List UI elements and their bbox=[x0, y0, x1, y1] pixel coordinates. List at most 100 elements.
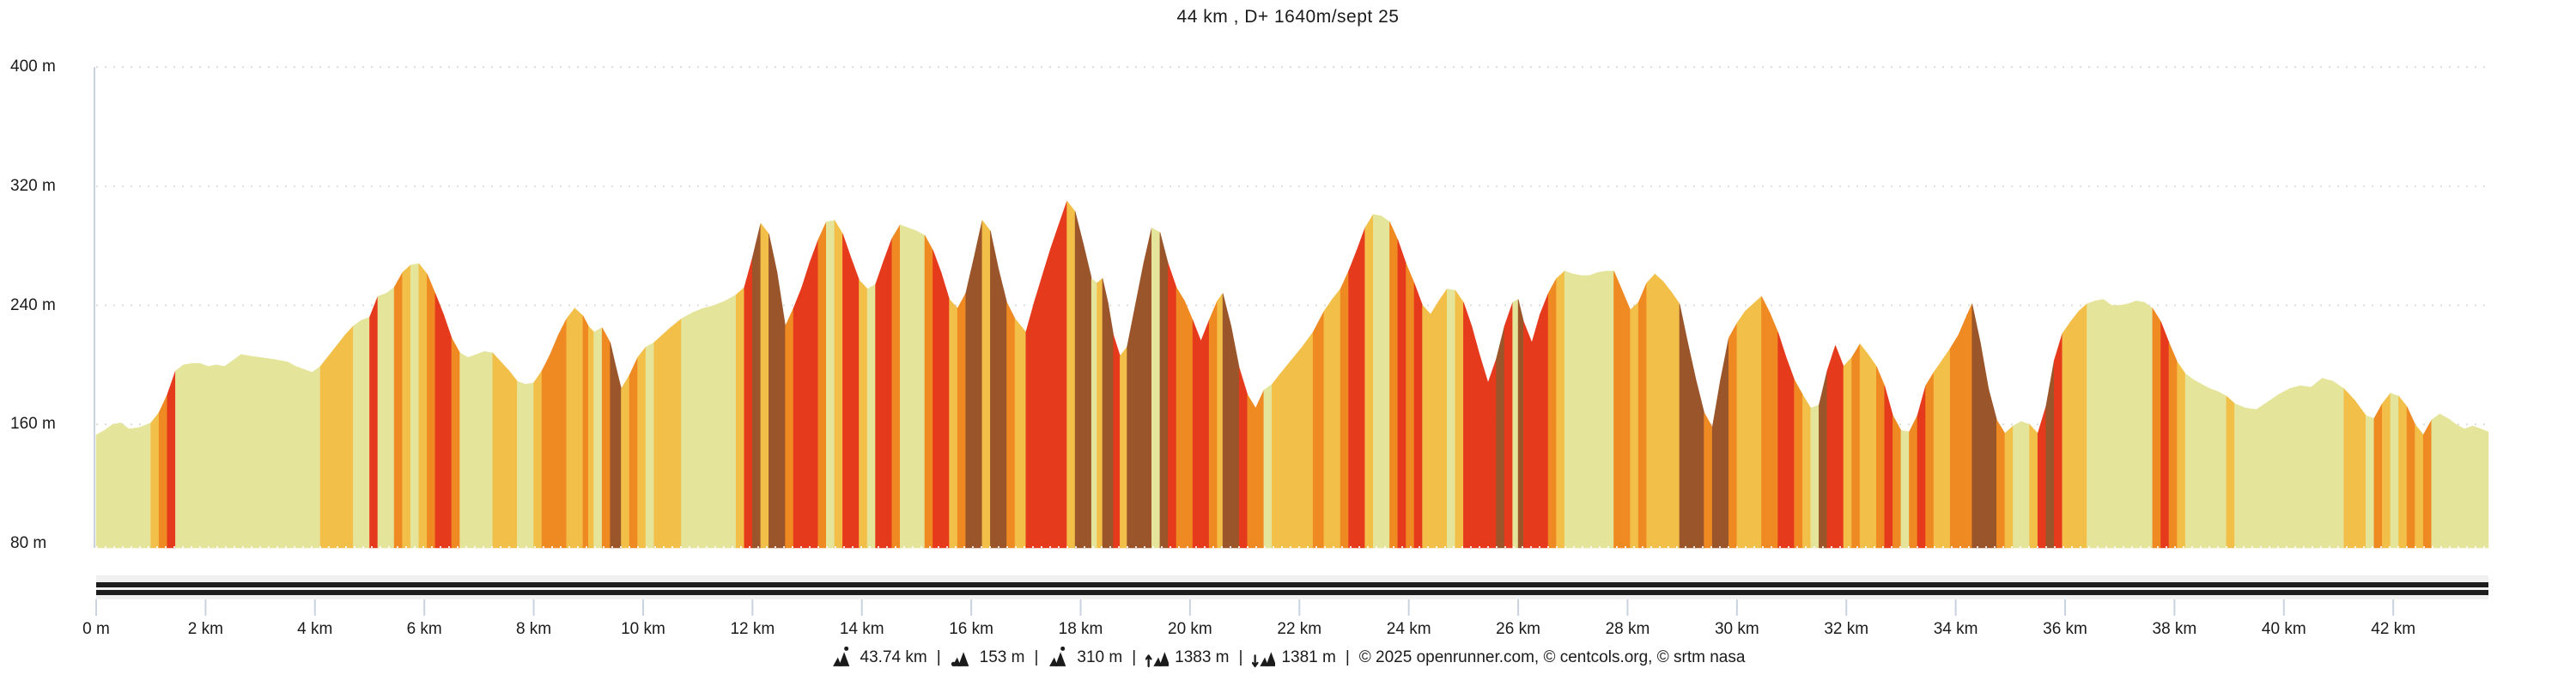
elevation-segment bbox=[369, 296, 379, 549]
x-axis-label: 12 km bbox=[730, 620, 775, 638]
elevation-segment bbox=[386, 287, 395, 549]
x-axis-label: 36 km bbox=[2043, 620, 2087, 638]
y-axis-label: 80 m bbox=[10, 534, 47, 552]
elevation-segment bbox=[467, 354, 477, 549]
elevation-segment bbox=[183, 362, 192, 549]
elevation-segment bbox=[557, 319, 568, 549]
elevation-segment bbox=[2322, 378, 2334, 549]
elevation-segment bbox=[1909, 415, 1918, 549]
elevation-segment bbox=[1168, 263, 1177, 549]
elevation-segment bbox=[1471, 325, 1480, 549]
elevation-segment bbox=[2472, 425, 2482, 549]
elevation-segment bbox=[582, 315, 589, 549]
elevation-segment bbox=[2193, 379, 2202, 549]
elevation-segment bbox=[744, 258, 753, 549]
elevation-segment bbox=[817, 222, 827, 549]
elevation-segment bbox=[1042, 248, 1051, 549]
elevation-segment bbox=[1422, 304, 1431, 549]
elevation-segment bbox=[191, 362, 201, 549]
elevation-segment bbox=[965, 258, 975, 549]
elevation-segment bbox=[1496, 325, 1505, 549]
elevation-segment bbox=[1389, 222, 1399, 549]
x-axis-label: 16 km bbox=[949, 620, 993, 638]
elevation-segment bbox=[232, 354, 242, 549]
elevation-segment bbox=[574, 307, 584, 549]
elevation-segment bbox=[1695, 380, 1704, 549]
elevation-segment bbox=[2119, 303, 2129, 549]
elevation-segment bbox=[883, 238, 893, 549]
elevation-segment bbox=[270, 358, 280, 549]
elevation-segment bbox=[593, 327, 603, 549]
elevation-segment bbox=[1868, 353, 1877, 549]
route-surface-line-bottom bbox=[96, 590, 2488, 595]
elevation-segment bbox=[2267, 394, 2279, 549]
elevation-segment bbox=[1859, 343, 1868, 549]
elevation-segment bbox=[1630, 301, 1639, 549]
x-axis-label: 28 km bbox=[1605, 620, 1650, 638]
elevation-segment bbox=[2136, 301, 2145, 549]
elevation-segment bbox=[541, 354, 551, 549]
stat-item: 1383 m bbox=[1145, 646, 1230, 669]
elevation-segment bbox=[1479, 356, 1489, 549]
elevation-segment bbox=[908, 227, 917, 549]
elevation-segment bbox=[1272, 373, 1281, 549]
elevation-segment bbox=[1200, 319, 1210, 549]
elevation-segment bbox=[2288, 385, 2301, 549]
elevation-segment bbox=[1091, 277, 1097, 549]
elevation-segment bbox=[785, 307, 794, 549]
max-altitude-icon bbox=[1049, 646, 1066, 666]
elevation-segment bbox=[1050, 224, 1060, 549]
elevation-segment bbox=[900, 224, 909, 549]
elevation-segment bbox=[1517, 299, 1524, 549]
elevation-segment bbox=[1208, 301, 1218, 549]
elevation-segment bbox=[410, 263, 420, 549]
elevation-segment bbox=[158, 394, 168, 549]
elevation-segment bbox=[661, 326, 671, 549]
elevation-segment bbox=[459, 352, 469, 549]
elevation-segment bbox=[319, 355, 330, 549]
elevation-segment bbox=[1547, 278, 1557, 549]
elevation-segment bbox=[834, 219, 843, 549]
elevation-segment bbox=[1263, 383, 1273, 549]
elevation-segment bbox=[875, 260, 884, 549]
x-axis-label: 4 km bbox=[297, 620, 333, 638]
elevation-segment bbox=[1074, 211, 1084, 549]
elevation-segment bbox=[653, 334, 663, 549]
elevation-segment bbox=[2054, 333, 2063, 549]
elevation-segment bbox=[500, 361, 510, 549]
x-axis-label: 26 km bbox=[1496, 620, 1540, 638]
elevation-segment bbox=[1769, 313, 1778, 549]
elevation-segment bbox=[120, 422, 130, 549]
elevation-segment bbox=[1222, 293, 1231, 549]
elevation-segment bbox=[208, 364, 217, 549]
elevation-segment bbox=[2160, 321, 2170, 549]
elevation-segment bbox=[1406, 263, 1415, 549]
elevation-segment bbox=[2045, 360, 2055, 549]
elevation-segment bbox=[2226, 395, 2235, 549]
elevation-segment bbox=[1605, 271, 1614, 549]
x-axis-label: 34 km bbox=[1933, 620, 1978, 638]
elevation-segment bbox=[1323, 298, 1333, 549]
elevation-segment bbox=[702, 305, 715, 549]
elevation-segment bbox=[2300, 385, 2312, 549]
elevation-segment bbox=[353, 319, 362, 549]
elevation-segment bbox=[2201, 383, 2211, 549]
elevation-segment bbox=[2456, 423, 2465, 549]
elevation-segment bbox=[1540, 293, 1549, 549]
elevation-segment bbox=[769, 234, 778, 549]
elevation-segment bbox=[1893, 415, 1902, 549]
elevation-segment bbox=[1949, 334, 1959, 549]
elevation-segment bbox=[2447, 417, 2457, 549]
elevation-segment bbox=[112, 423, 121, 549]
elevation-segment bbox=[1941, 347, 1951, 549]
elevation-segment bbox=[1058, 201, 1067, 549]
elevation-segment bbox=[1613, 271, 1623, 549]
elevation-segment bbox=[1127, 305, 1136, 549]
elevation-segment bbox=[891, 223, 901, 549]
elevation-segment bbox=[1958, 315, 1967, 549]
elevation-segment bbox=[924, 234, 933, 549]
elevation-segment bbox=[1597, 271, 1607, 549]
elevation-segment bbox=[1687, 342, 1697, 549]
